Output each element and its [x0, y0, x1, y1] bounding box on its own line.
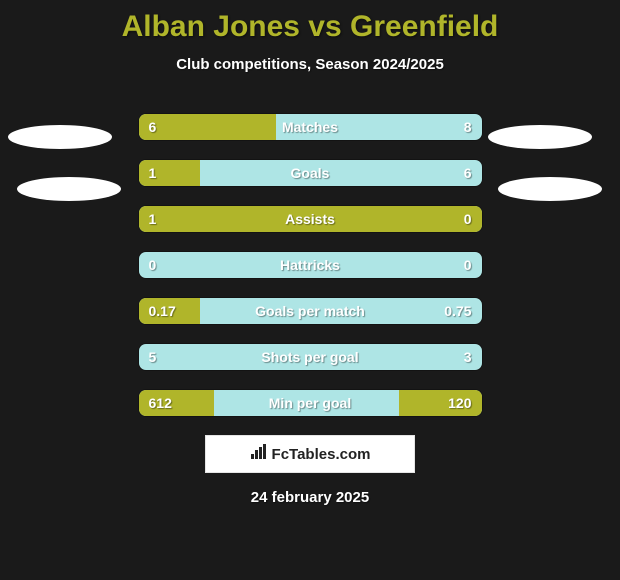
stat-label: Shots per goal — [139, 344, 482, 370]
stat-row: 16Goals — [138, 159, 483, 187]
stat-label: Goals per match — [139, 298, 482, 324]
stat-label: Hattricks — [139, 252, 482, 278]
stat-label: Goals — [139, 160, 482, 186]
right-oval-2 — [498, 177, 602, 201]
stat-row: 0.170.75Goals per match — [138, 297, 483, 325]
logo-text: FcTables.com — [250, 444, 371, 464]
stat-rows: 68Matches 16Goals 10Assists 00Hattricks 0.17… — [138, 113, 483, 417]
logo-box: FcTables.com — [205, 435, 415, 473]
left-oval-2 — [17, 177, 121, 201]
stat-row: 10Assists — [138, 205, 483, 233]
stat-row: 612120Min per goal — [138, 389, 483, 417]
stat-label: Matches — [139, 114, 482, 140]
left-oval-1 — [8, 125, 112, 149]
stat-row: 53Shots per goal — [138, 343, 483, 371]
page-title: Alban Jones vs Greenfield — [0, 0, 620, 44]
comparison-infographic: Alban Jones vs Greenfield Club competiti… — [0, 0, 620, 580]
stat-row: 68Matches — [138, 113, 483, 141]
subtitle: Club competitions, Season 2024/2025 — [0, 56, 620, 73]
logo-label: FcTables.com — [272, 446, 371, 463]
stat-label: Min per goal — [139, 390, 482, 416]
chart-bars-icon — [250, 444, 268, 464]
right-oval-1 — [488, 125, 592, 149]
stat-label: Assists — [139, 206, 482, 232]
stat-row: 00Hattricks — [138, 251, 483, 279]
date-text: 24 february 2025 — [0, 489, 620, 506]
